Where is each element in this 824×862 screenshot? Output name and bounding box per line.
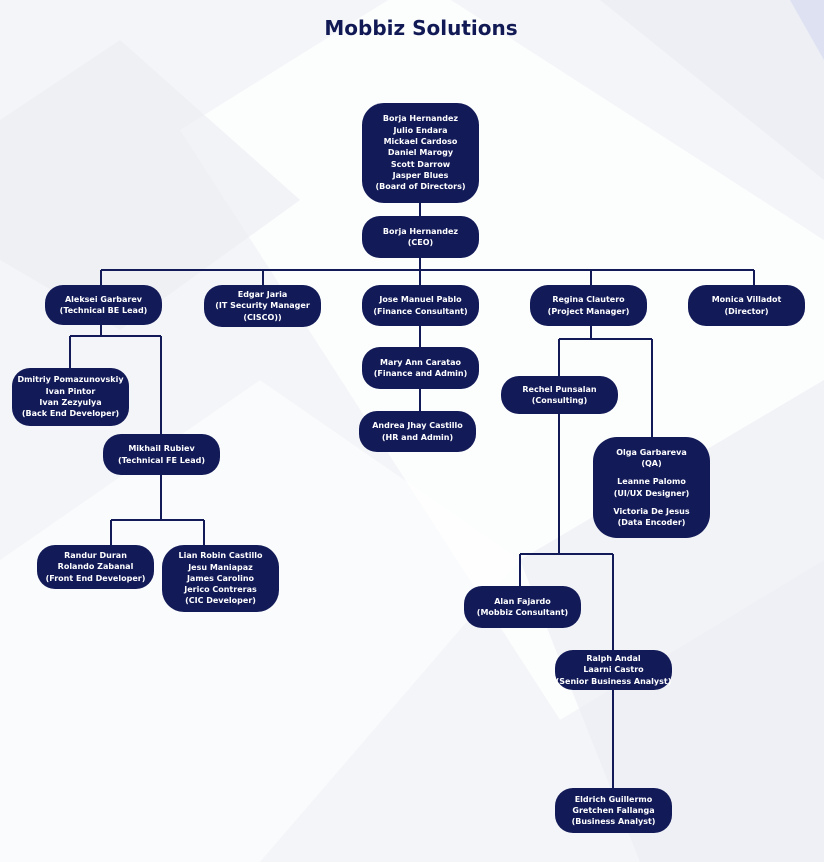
node-line: (Data Encoder) [617,518,686,528]
node-line: (Project Manager) [547,306,630,316]
node-line: James Carolino [186,573,255,583]
node-line: Andrea Jhay Castillo [372,421,463,431]
node-line: (Technical BE Lead) [59,306,148,315]
node-line: Rechel Punsalan [522,384,597,394]
node-line: (CIC Developer) [185,596,256,606]
node-line: Eldrich Guillermo [574,794,653,804]
node-line: Alan Fajardo [494,596,551,606]
qa-design-data-node: Olga Garbareva (QA) Leanne Palomo (UI/UX… [593,437,710,538]
node-line: (Front End Developer) [45,573,146,583]
node-line: (UI/UX Designer) [613,488,690,498]
director-node: Monica Villadot (Director) [688,285,805,326]
node-line: Julio Endara [393,125,448,135]
node-line: Regina Clautero [552,295,625,305]
it-security-manager-node: Edgar Jaria (IT Security Manager (CISCO)… [204,285,321,327]
ceo-node: Borja Hernandez (CEO) [362,216,479,258]
node-line: (Technical FE Lead) [117,455,206,465]
node-line: (Mobbiz Consultant) [476,608,569,617]
node-line: Leanne Palomo [617,477,686,487]
node-line: Mickael Cardoso [383,137,458,147]
node-line: Ivan Pintor [45,386,96,396]
consulting-node: Rechel Punsalan (Consulting) [501,376,618,414]
node-line: Mary Ann Caratao [379,357,461,367]
node-line: Laarni Castro [583,665,644,675]
node-line: (QA) [641,458,662,468]
back-end-developer-node: Dmitriy Pomazunovskiy Ivan Pintor Ivan Z… [12,368,129,426]
node-line: (Director) [724,306,769,316]
node-line: Lian Robin Castillo [178,551,263,561]
technical-be-lead-node: Aleksei Garbarev (Technical BE Lead) [45,285,162,325]
business-analyst-node: Eldrich Guillermo Gretchen Fallanga (Bus… [555,788,672,833]
node-line: (Back End Developer) [21,409,120,419]
mobbiz-consultant-node: Alan Fajardo (Mobbiz Consultant) [464,586,581,628]
finance-consultant-node: Jose Manuel Pablo (Finance Consultant) [362,285,479,326]
node-line: Borja Hernandez [382,226,459,236]
node-line: (Finance Consultant) [373,306,468,316]
front-end-developer-node: Randur Duran Rolando Zabanal (Front End … [37,545,154,589]
senior-business-analyst-node: Ralph Andal Laarni Castro (Senior Busine… [555,650,672,690]
node-line: (Business Analyst) [571,817,656,827]
node-line: Jerico Contreras [184,585,257,595]
node-line: Monica Villadot [711,295,782,305]
node-line: Aleksei Garbarev [64,294,142,304]
node-line: Rolando Zabanal [57,562,134,572]
node-line: Randur Duran [64,551,127,561]
node-line: (IT Security Manager [215,301,310,311]
node-line: Jasper Blues [392,170,449,180]
node-line: Jesu Maniapaz [188,562,253,572]
node-line: Ivan Zezyulya [39,398,102,407]
node-line: (Senior Business Analyst) [555,676,672,686]
node-line: (Board of Directors) [375,182,466,192]
node-line: Edgar Jaria [237,290,288,300]
node-line: Jose Manuel Pablo [379,295,462,305]
node-line: (CISCO)) [243,312,282,322]
node-line: (CEO) [407,238,434,247]
page-title: Mobbiz Solutions [324,16,518,40]
cic-developer-node: Lian Robin Castillo Jesu Maniapaz James … [162,545,279,612]
hr-and-admin-node: Andrea Jhay Castillo (HR and Admin) [359,411,476,452]
node-line: (Consulting) [531,396,588,405]
board-of-directors-node: Borja Hernandez Julio Endara Mickael Car… [362,103,479,203]
node-line: Borja Hernandez [382,114,459,124]
node-line: Daniel Marogy [387,148,454,158]
node-line: Olga Garbareva [616,447,687,457]
node-line: Mikhail Rubiev [128,444,195,454]
node-line: Dmitriy Pomazunovskiy [17,375,124,385]
node-line: (HR and Admin) [381,432,454,442]
technical-fe-lead-node: Mikhail Rubiev (Technical FE Lead) [103,434,220,475]
finance-and-admin-node: Mary Ann Caratao (Finance and Admin) [362,347,479,389]
node-line: Gretchen Fallanga [572,805,655,815]
node-line: Victoria De Jesus [613,506,690,516]
project-manager-node: Regina Clautero (Project Manager) [530,285,647,326]
node-line: (Finance and Admin) [373,369,468,378]
node-line: Ralph Andal [586,654,641,664]
node-line: Scott Darrow [390,159,451,169]
